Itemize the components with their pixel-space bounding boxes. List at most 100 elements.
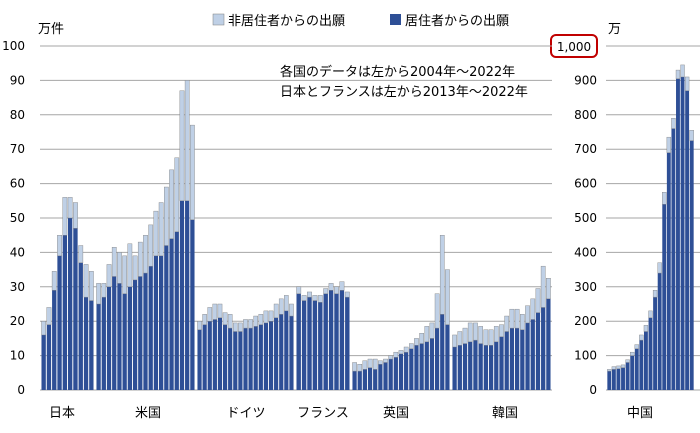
right-y-tick-label: 300 [574, 280, 597, 294]
bar-resident [362, 369, 368, 390]
left-y-axis-unit: 万件 [38, 22, 64, 37]
left-bars [41, 80, 551, 390]
bar-nonresident [525, 305, 530, 324]
left-y-tick-label: 40 [10, 245, 25, 259]
bar-nonresident [493, 326, 499, 343]
bar-resident [164, 245, 169, 390]
bar-nonresident [462, 327, 468, 344]
bar-resident [169, 238, 174, 390]
bar-resident [334, 293, 339, 390]
bar-resident [367, 367, 373, 390]
bar-resident [504, 331, 509, 390]
bar-resident [279, 314, 284, 390]
bar-resident [158, 255, 164, 390]
bar-nonresident [540, 265, 546, 308]
bar-nonresident [378, 360, 383, 365]
bar-nonresident [630, 351, 635, 356]
bar-nonresident [514, 308, 520, 329]
bar-nonresident [648, 310, 653, 318]
bar-nonresident [174, 157, 180, 232]
bar-nonresident [457, 331, 463, 346]
bar-nonresident [73, 202, 78, 229]
bar-resident [73, 228, 78, 390]
bar-resident [248, 328, 253, 390]
bar-nonresident [388, 355, 393, 360]
bar-resident [611, 369, 616, 390]
right-bars [607, 64, 694, 391]
bar-resident [122, 293, 127, 390]
left-y-tick-label: 70 [10, 142, 25, 156]
bar-resident [345, 297, 350, 390]
left-y-tick-label: 20 [10, 314, 25, 328]
bar-nonresident [132, 255, 138, 281]
bar-nonresident [312, 295, 318, 301]
right-y-tick-label: 0 [589, 383, 597, 397]
bar-resident [57, 255, 62, 390]
bar-resident [424, 341, 429, 390]
bar-resident [409, 348, 414, 390]
group-label: ドイツ [226, 406, 265, 421]
bar-nonresident [51, 271, 57, 291]
bar-resident [258, 324, 263, 390]
bar-resident [312, 300, 318, 390]
bar-resident [289, 316, 294, 390]
left-y-tick-label: 100 [2, 39, 25, 53]
bar-resident [138, 276, 143, 390]
bar-resident [117, 283, 122, 390]
bar-nonresident [662, 191, 667, 205]
bar-nonresident [78, 245, 84, 263]
bar-nonresident [452, 334, 457, 348]
bar-resident [190, 219, 195, 390]
bar-resident [445, 324, 450, 390]
bar-resident [143, 273, 148, 390]
annotation-line-2: 日本とフランスは左から2013年～2022年 [280, 85, 528, 100]
bar-nonresident [169, 169, 174, 239]
bar-resident [514, 328, 520, 390]
bar-nonresident [689, 130, 694, 141]
bar-nonresident [212, 303, 218, 320]
bar-nonresident [117, 252, 122, 284]
bar-resident [41, 334, 46, 390]
bar-nonresident [227, 314, 233, 329]
bar-nonresident [127, 243, 133, 288]
right-y-tick-label: 600 [574, 177, 597, 191]
bar-resident [634, 348, 639, 390]
bar-resident [662, 204, 667, 390]
bar-nonresident [339, 281, 345, 291]
legend: 非居住者からの出願 居住者からの出願 [212, 13, 509, 29]
bar-resident [383, 362, 388, 390]
bar-nonresident [616, 365, 621, 369]
bar-nonresident [611, 366, 617, 370]
bar-nonresident [414, 338, 419, 346]
bar-nonresident [488, 329, 494, 346]
bar-nonresident [424, 326, 430, 343]
bar-resident [378, 364, 383, 390]
bar-resident [238, 331, 243, 390]
left-y-tick-label: 60 [10, 177, 25, 191]
bar-resident [106, 286, 112, 390]
bar-resident [509, 328, 515, 390]
bar-resident [318, 302, 323, 390]
bar-resident [67, 218, 73, 390]
bar-resident [671, 128, 676, 390]
bar-nonresident [357, 364, 363, 372]
bar-nonresident [478, 326, 483, 344]
left-y-ticks: 0 10 20 30 40 50 60 70 80 90 100 [2, 39, 25, 397]
bar-nonresident [546, 278, 551, 300]
bar-nonresident [289, 303, 294, 317]
bar-resident [630, 355, 635, 390]
bar-resident [46, 324, 52, 390]
bar-resident [468, 341, 473, 390]
bar-nonresident [473, 322, 478, 341]
bar-resident [148, 266, 153, 390]
bar-resident [541, 307, 546, 390]
bar-nonresident [639, 334, 644, 341]
bar-resident [127, 286, 133, 390]
bar-nonresident [445, 269, 450, 325]
bar-nonresident [684, 76, 690, 91]
bar-nonresident [398, 350, 404, 355]
bar-resident [429, 338, 435, 390]
bar-resident [440, 314, 445, 390]
bar-nonresident [429, 322, 435, 339]
